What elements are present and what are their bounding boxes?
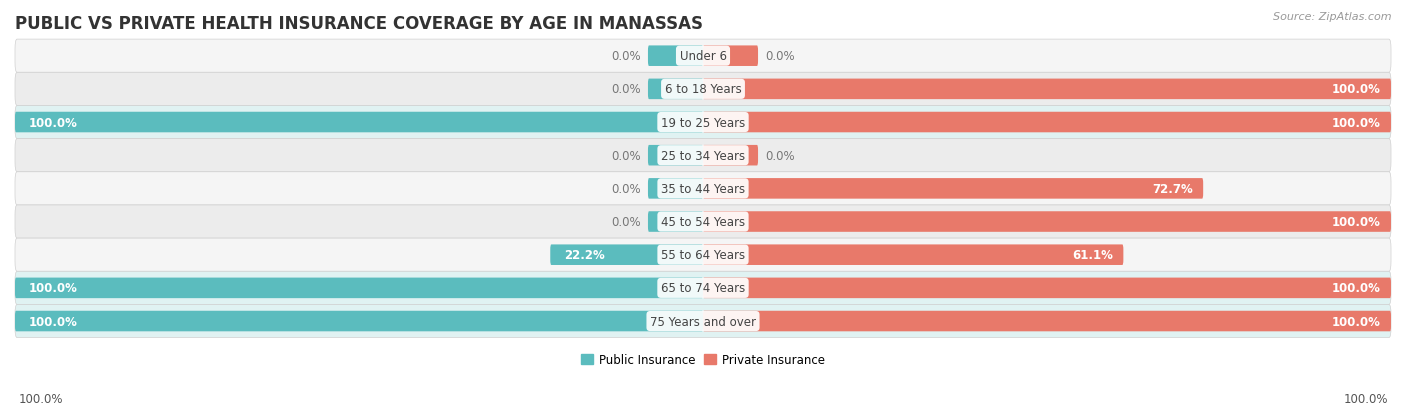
FancyBboxPatch shape bbox=[648, 145, 703, 166]
FancyBboxPatch shape bbox=[703, 46, 758, 67]
FancyBboxPatch shape bbox=[15, 305, 1391, 338]
FancyBboxPatch shape bbox=[703, 179, 1204, 199]
Text: 0.0%: 0.0% bbox=[612, 183, 641, 195]
Text: 0.0%: 0.0% bbox=[612, 83, 641, 96]
Text: 0.0%: 0.0% bbox=[612, 150, 641, 162]
Text: 25 to 34 Years: 25 to 34 Years bbox=[661, 150, 745, 162]
Text: 100.0%: 100.0% bbox=[1331, 83, 1381, 96]
FancyBboxPatch shape bbox=[15, 205, 1391, 239]
Text: 75 Years and over: 75 Years and over bbox=[650, 315, 756, 328]
Text: 100.0%: 100.0% bbox=[1331, 116, 1381, 129]
Text: 100.0%: 100.0% bbox=[28, 315, 77, 328]
Text: 0.0%: 0.0% bbox=[612, 216, 641, 228]
FancyBboxPatch shape bbox=[15, 106, 1391, 139]
Text: 61.1%: 61.1% bbox=[1073, 249, 1114, 261]
Text: 100.0%: 100.0% bbox=[1331, 282, 1381, 294]
FancyBboxPatch shape bbox=[648, 79, 703, 100]
FancyBboxPatch shape bbox=[15, 73, 1391, 106]
Text: Source: ZipAtlas.com: Source: ZipAtlas.com bbox=[1274, 12, 1392, 22]
Text: 22.2%: 22.2% bbox=[564, 249, 605, 261]
FancyBboxPatch shape bbox=[15, 272, 1391, 305]
FancyBboxPatch shape bbox=[15, 311, 703, 332]
Text: 100.0%: 100.0% bbox=[28, 282, 77, 294]
Text: 6 to 18 Years: 6 to 18 Years bbox=[665, 83, 741, 96]
Text: PUBLIC VS PRIVATE HEALTH INSURANCE COVERAGE BY AGE IN MANASSAS: PUBLIC VS PRIVATE HEALTH INSURANCE COVER… bbox=[15, 15, 703, 33]
FancyBboxPatch shape bbox=[703, 212, 1391, 232]
Text: 0.0%: 0.0% bbox=[765, 150, 794, 162]
Text: 0.0%: 0.0% bbox=[612, 50, 641, 63]
FancyBboxPatch shape bbox=[15, 112, 703, 133]
Text: 55 to 64 Years: 55 to 64 Years bbox=[661, 249, 745, 261]
FancyBboxPatch shape bbox=[648, 179, 703, 199]
FancyBboxPatch shape bbox=[15, 278, 703, 299]
FancyBboxPatch shape bbox=[648, 46, 703, 67]
Text: 100.0%: 100.0% bbox=[1343, 392, 1388, 405]
Text: 100.0%: 100.0% bbox=[28, 116, 77, 129]
Text: 72.7%: 72.7% bbox=[1152, 183, 1192, 195]
Text: 19 to 25 Years: 19 to 25 Years bbox=[661, 116, 745, 129]
Text: 100.0%: 100.0% bbox=[1331, 216, 1381, 228]
FancyBboxPatch shape bbox=[15, 172, 1391, 205]
Text: 65 to 74 Years: 65 to 74 Years bbox=[661, 282, 745, 294]
FancyBboxPatch shape bbox=[15, 40, 1391, 73]
Text: 35 to 44 Years: 35 to 44 Years bbox=[661, 183, 745, 195]
FancyBboxPatch shape bbox=[648, 212, 703, 232]
Legend: Public Insurance, Private Insurance: Public Insurance, Private Insurance bbox=[576, 348, 830, 370]
Text: 0.0%: 0.0% bbox=[765, 50, 794, 63]
FancyBboxPatch shape bbox=[703, 245, 1123, 265]
FancyBboxPatch shape bbox=[703, 79, 1391, 100]
FancyBboxPatch shape bbox=[703, 278, 1391, 299]
Text: 100.0%: 100.0% bbox=[18, 392, 63, 405]
Text: 100.0%: 100.0% bbox=[1331, 315, 1381, 328]
Text: 45 to 54 Years: 45 to 54 Years bbox=[661, 216, 745, 228]
Text: Under 6: Under 6 bbox=[679, 50, 727, 63]
FancyBboxPatch shape bbox=[703, 112, 1391, 133]
FancyBboxPatch shape bbox=[703, 145, 758, 166]
FancyBboxPatch shape bbox=[703, 311, 1391, 332]
FancyBboxPatch shape bbox=[15, 239, 1391, 272]
FancyBboxPatch shape bbox=[15, 139, 1391, 172]
FancyBboxPatch shape bbox=[550, 245, 703, 265]
